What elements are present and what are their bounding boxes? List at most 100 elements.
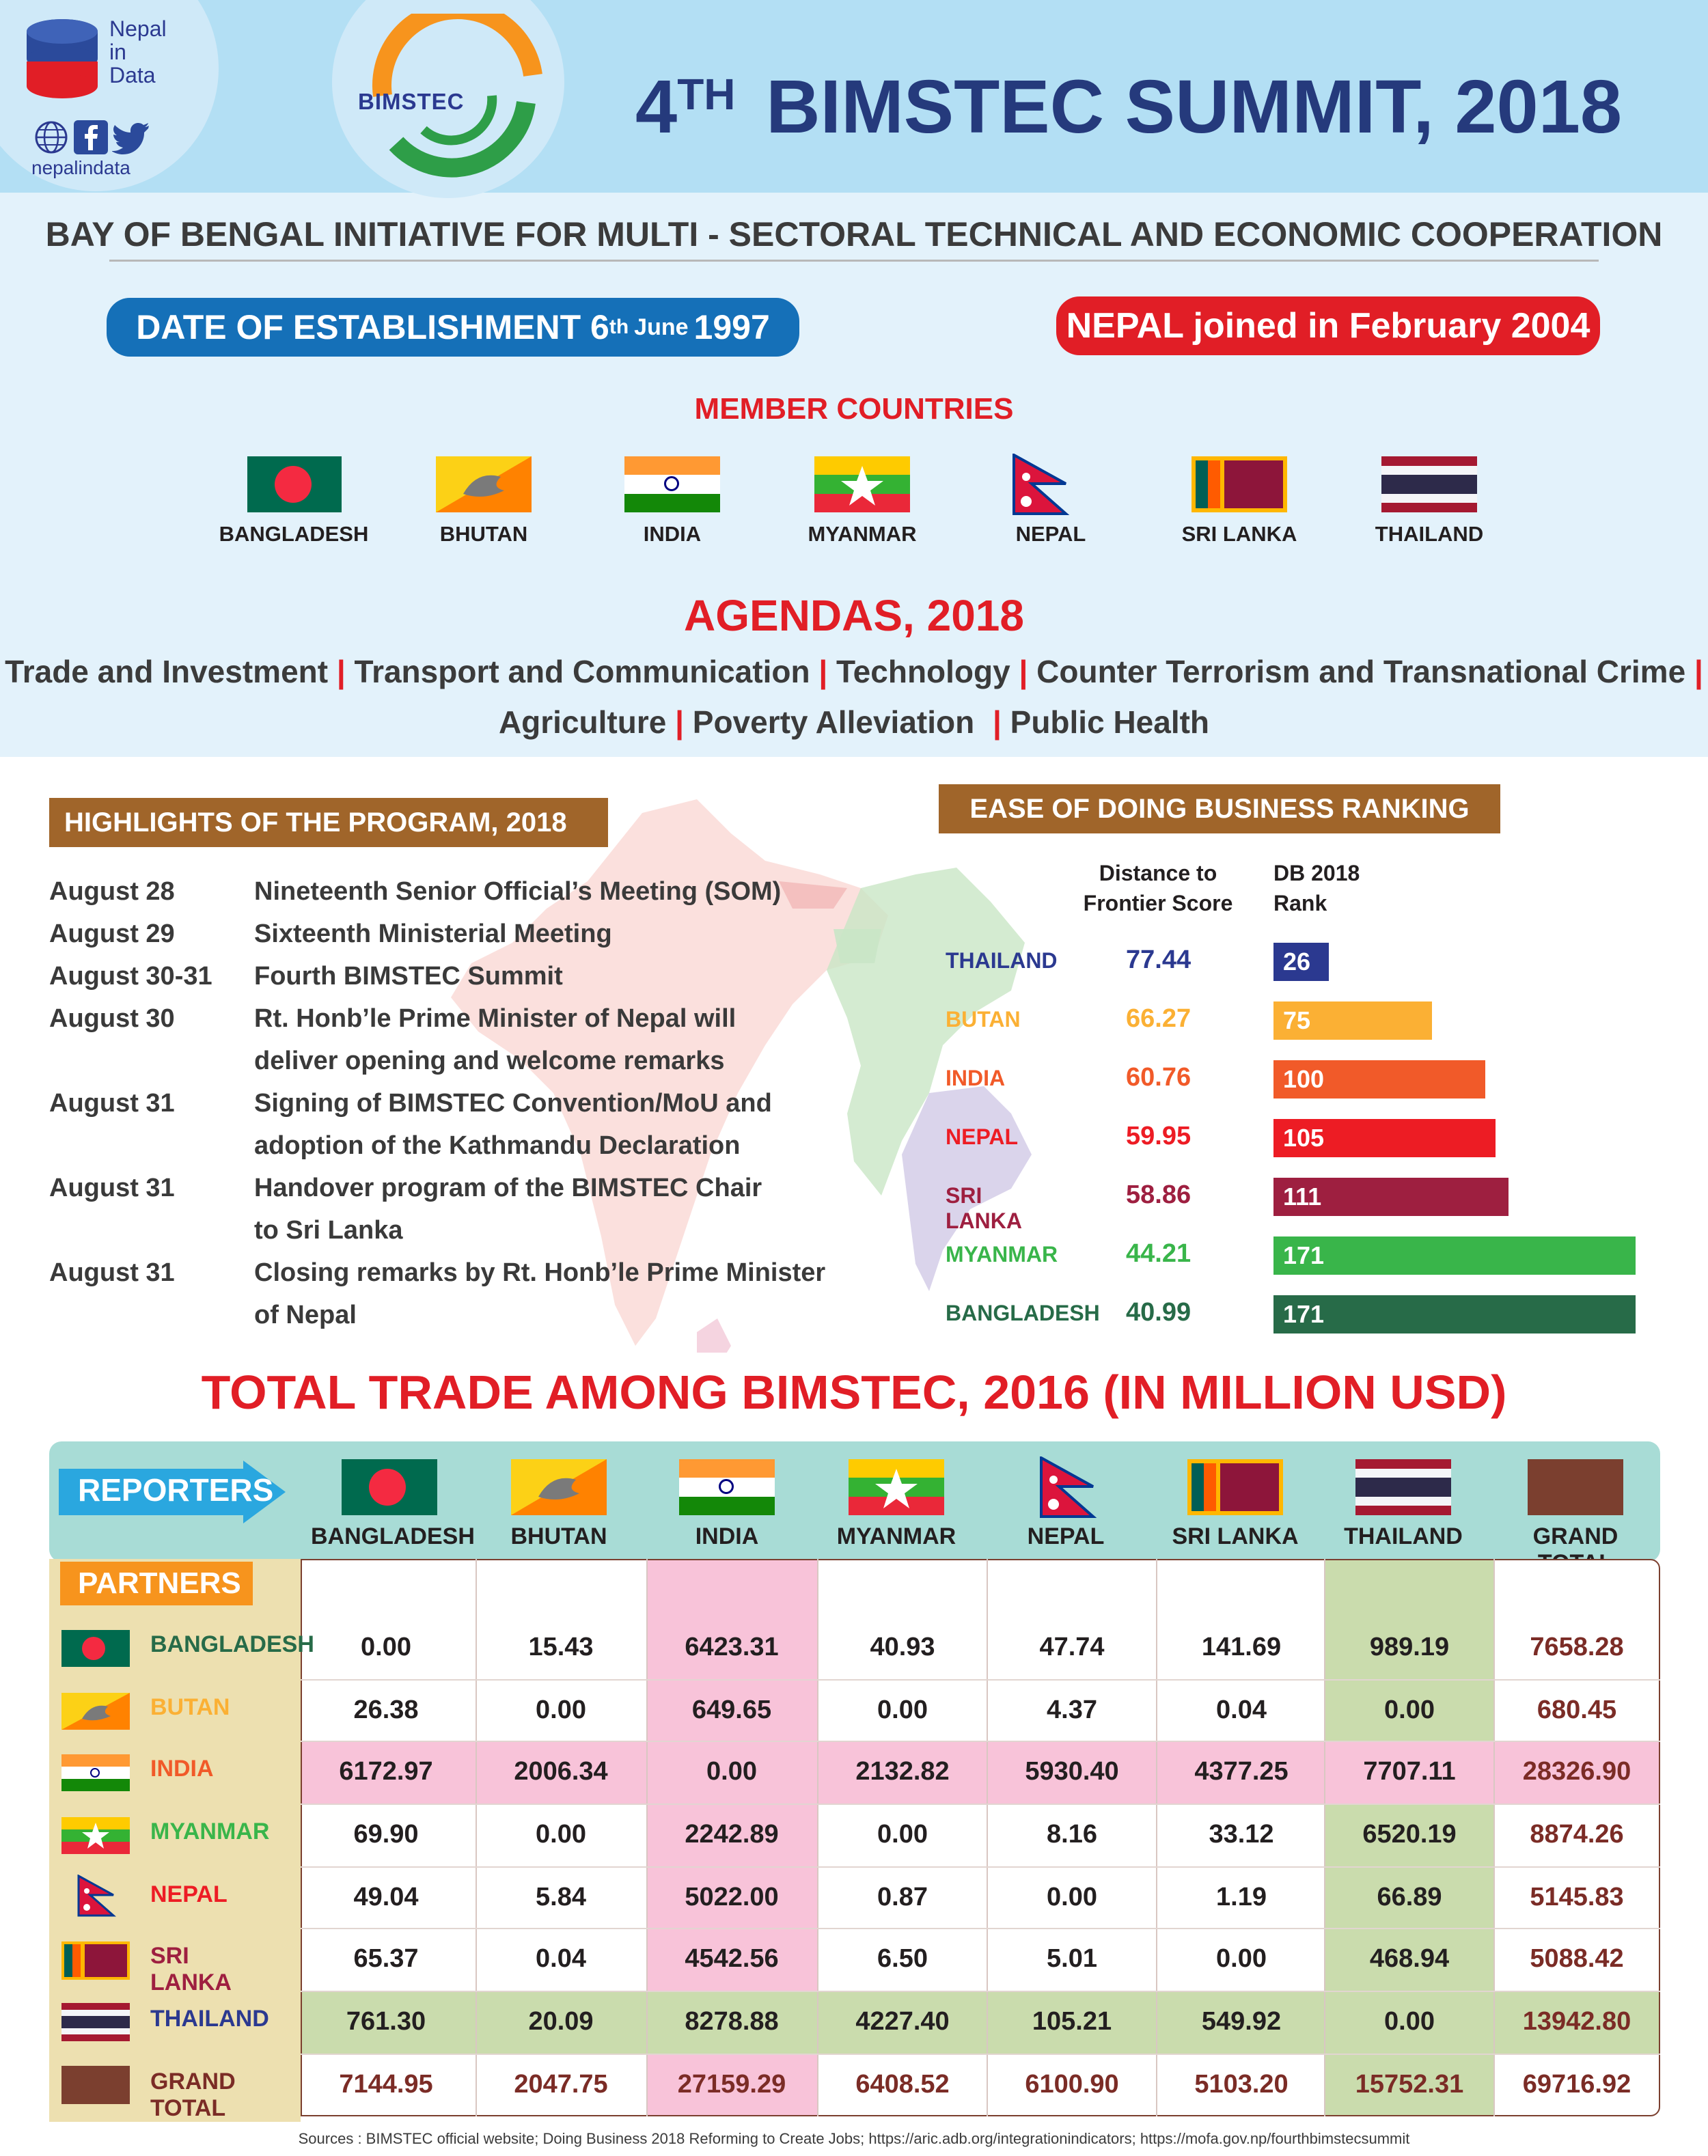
trade-cell: 8278.88: [685, 2007, 779, 2036]
trade-cell: 5103.20: [1194, 2070, 1289, 2099]
member-country-label: SRI LANKA: [1181, 522, 1297, 546]
reporter-label: THAILAND: [1344, 1523, 1463, 1549]
member-country-label: NEPAL: [1015, 522, 1086, 546]
logo-title-line3: Data: [109, 63, 156, 87]
trade-cell: 549.92: [1201, 2007, 1282, 2036]
reporters-arrow: REPORTERS: [59, 1461, 291, 1527]
trade-cell: 69.90: [353, 1820, 419, 1849]
trade-cell: 0.87: [877, 1883, 928, 1911]
agenda-line-1: Trade and Investment | Transport and Com…: [0, 653, 1708, 690]
establishment-year: 1997: [693, 308, 770, 346]
eodb-country: BUTAN: [946, 1007, 1021, 1032]
myanmar-flag-icon: [61, 1817, 130, 1854]
partner-label: MYANMAR: [150, 1819, 270, 1844]
eodb-rank-bar: 105: [1273, 1119, 1496, 1157]
eodb-country: MYANMAR: [946, 1242, 1058, 1267]
table-column-line: [476, 1559, 477, 2116]
myanmar-flag-icon: [849, 1459, 944, 1515]
trade-cell: 4227.40: [855, 2007, 950, 2036]
trade-cell: 0.00: [536, 1820, 586, 1849]
eodb-col2-line1: DB 2018: [1273, 861, 1360, 885]
eodb-rank-bar: 100: [1273, 1060, 1485, 1098]
eodb-col2-line2: Rank: [1273, 891, 1327, 915]
row-highlight: [302, 1741, 1659, 1803]
nepal-flag-icon: [1038, 1456, 1101, 1518]
trade-cell: 28326.90: [1522, 1757, 1631, 1786]
eodb-country: THAILAND: [946, 948, 1058, 973]
globe-icon[interactable]: [34, 120, 68, 154]
trade-cell: 20.09: [528, 2007, 594, 2036]
thailand-flag-icon: [1355, 1459, 1451, 1515]
highlight-text: Signing of BIMSTEC Convention/MoU and: [254, 1089, 772, 1118]
trade-cell: 468.94: [1369, 1944, 1450, 1973]
eodb-heading: EASE OF DOING BUSINESS RANKING 2018: [939, 784, 1500, 873]
eodb-country: SRI LANKA: [946, 1183, 1022, 1233]
page-title: 4TH BIMSTEC SUMMIT, 2018: [635, 53, 1622, 148]
nepal-flag-icon: [1011, 454, 1074, 515]
facebook-icon[interactable]: [74, 120, 108, 154]
trade-cell: 49.04: [353, 1883, 419, 1911]
reporter-label: BHUTAN: [510, 1523, 607, 1549]
trade-cell: 7658.28: [1530, 1633, 1624, 1661]
subtitle: BAY OF BENGAL INITIATIVE FOR MULTI - SEC…: [45, 215, 1663, 253]
india-flag-icon: [679, 1459, 775, 1515]
trade-cell: 989.19: [1369, 1633, 1450, 1661]
eodb-rank-bar: 171: [1273, 1295, 1636, 1333]
bhutan-flag-icon: [61, 1693, 130, 1730]
agenda-item: Agriculture: [498, 704, 667, 740]
partner-label: SRI LANKA: [150, 1943, 232, 1995]
trade-cell: 5.01: [1047, 1944, 1097, 1973]
trade-cell: 0.04: [536, 1944, 586, 1973]
reporter-label: INDIA: [695, 1523, 759, 1549]
partner-label: INDIA: [150, 1756, 214, 1782]
highlight-text: Handover program of the BIMSTEC Chair: [254, 1174, 762, 1202]
agenda-separator: |: [336, 654, 346, 689]
agenda-item: Trade and Investment: [5, 654, 329, 689]
trade-cell: 8874.26: [1530, 1820, 1624, 1849]
trade-cell: 761.30: [346, 2007, 426, 2036]
agenda-separator: |: [1019, 654, 1028, 689]
trade-cell: 7707.11: [1363, 1757, 1456, 1786]
table-column-line: [646, 1559, 648, 2116]
agenda-item: Public Health: [1010, 704, 1210, 740]
eodb-col2-header: DB 2018 Rank: [1273, 858, 1360, 918]
member-country-label: MYANMAR: [808, 522, 917, 546]
trade-cell: 0.00: [706, 1757, 757, 1786]
twitter-icon[interactable]: [112, 120, 150, 154]
arrow-right-icon: [59, 1461, 286, 1523]
table-row-line: [301, 1679, 1660, 1681]
eodb-rank-bar: 75: [1273, 1001, 1432, 1040]
partner-label: NEPAL: [150, 1881, 228, 1907]
agenda-item: Transport and Communication: [354, 654, 810, 689]
highlight-text: Closing remarks by Rt. Honb’le Prime Min…: [254, 1258, 826, 1287]
eodb-col1-header: Distance to Frontier Score: [1073, 858, 1243, 918]
partner-label: BANGLADESH: [150, 1631, 314, 1657]
partner-label: THAILAND: [150, 2006, 269, 2032]
highlight-date: August 31: [49, 1174, 175, 1202]
trade-cell: 66.89: [1377, 1883, 1442, 1911]
trade-cell: 13942.80: [1522, 2007, 1631, 2036]
trade-cell: 0.00: [1384, 2007, 1435, 2036]
highlight-text: Rt. Honb’le Prime Minister of Nepal will: [254, 1004, 736, 1033]
nepal-in-data-logo: Nepal in Data nepalindata: [25, 16, 202, 180]
eodb-rank-bar: 171: [1273, 1236, 1636, 1275]
trade-cell: 6520.19: [1362, 1820, 1457, 1849]
eodb-rank-bar: 111: [1273, 1178, 1509, 1216]
trade-cell: 4377.25: [1194, 1757, 1289, 1786]
highlight-text: to Sri Lanka: [254, 1216, 403, 1245]
trade-cell: 680.45: [1537, 1696, 1617, 1724]
eodb-score: 59.95: [1126, 1122, 1192, 1150]
database-icon: [27, 19, 98, 98]
partners-label: PARTNERS: [60, 1562, 253, 1605]
eodb-country: INDIA: [946, 1066, 1006, 1090]
trade-heading: TOTAL TRADE AMONG BIMSTEC, 2016 (IN MILL…: [201, 1366, 1507, 1419]
eodb-score: 66.27: [1126, 1004, 1192, 1033]
establishment-month: June: [634, 314, 689, 340]
trade-cell: 2006.34: [514, 1757, 608, 1786]
sri-lanka-flag-icon: [1192, 456, 1287, 512]
member-country-label: BHUTAN: [439, 522, 528, 546]
bhutan-flag-icon: [436, 456, 532, 512]
logo-handle: nepalindata: [31, 157, 130, 178]
subtitle-underline: [109, 260, 1599, 262]
